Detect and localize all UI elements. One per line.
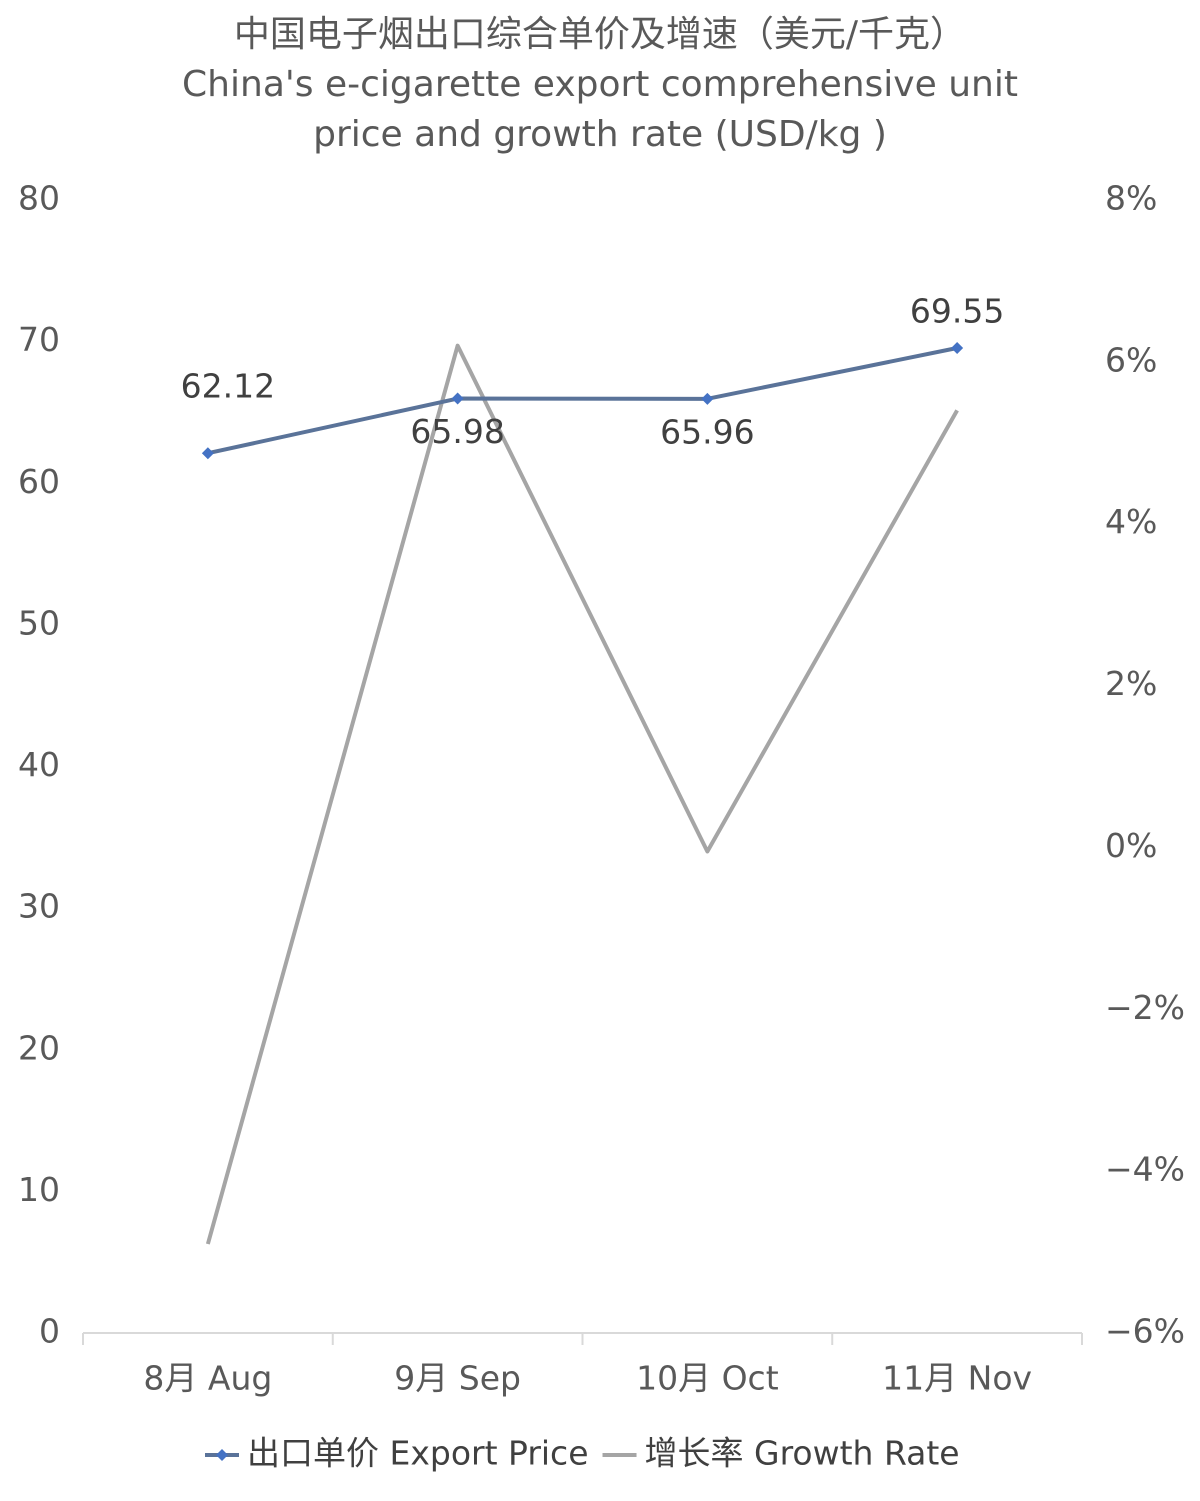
- legend-label: 出口单价 Export Price: [247, 1434, 589, 1473]
- series-line: [205, 343, 959, 1245]
- y2-tick-label: 2%: [1105, 664, 1157, 703]
- series-line: [207, 346, 958, 456]
- data-label: 65.96: [660, 412, 754, 451]
- y2-tick-label: 0%: [1105, 826, 1157, 865]
- y-tick-label: 70: [18, 320, 60, 359]
- y-tick-label: 10: [18, 1170, 60, 1209]
- y-tick-label: 0: [39, 1312, 60, 1351]
- data-label: 65.98: [410, 412, 504, 451]
- y-tick-label: 50: [18, 603, 60, 642]
- point-marker: [201, 447, 214, 460]
- chart-title: 中国电子烟出口综合单价及增速（美元/千克）: [233, 14, 967, 55]
- legend-label: 增长率 Growth Rate: [645, 1434, 960, 1473]
- y-tick-label: 30: [18, 887, 60, 926]
- y2-tick-label: 6%: [1105, 340, 1157, 379]
- point-marker: [951, 341, 964, 354]
- x-tick-label: 8月 Aug: [143, 1359, 272, 1398]
- y2-tick-label: −4%: [1105, 1150, 1185, 1189]
- y2-tick-label: −6%: [1105, 1312, 1185, 1351]
- y2-tick-label: −2%: [1105, 988, 1185, 1027]
- y-tick-label: 60: [18, 462, 60, 501]
- x-tick-label: 11月 Nov: [882, 1359, 1032, 1398]
- point-marker: [701, 392, 714, 405]
- y-tick-label: 20: [18, 1028, 60, 1067]
- point-marker: [451, 392, 464, 405]
- legend-marker: [216, 1449, 228, 1461]
- y-tick-label: 80: [18, 179, 60, 218]
- y-tick-label: 40: [18, 745, 60, 784]
- x-tick-label: 10月 Oct: [636, 1359, 779, 1398]
- y2-tick-label: 4%: [1105, 502, 1157, 541]
- data-label: 62.12: [181, 367, 275, 406]
- x-tick-label: 9月 Sep: [394, 1359, 521, 1398]
- data-label: 69.55: [910, 291, 1004, 330]
- y2-tick-label: 8%: [1105, 179, 1157, 218]
- chart-subtitle: China's e-cigarette export comprehensive…: [182, 64, 1018, 155]
